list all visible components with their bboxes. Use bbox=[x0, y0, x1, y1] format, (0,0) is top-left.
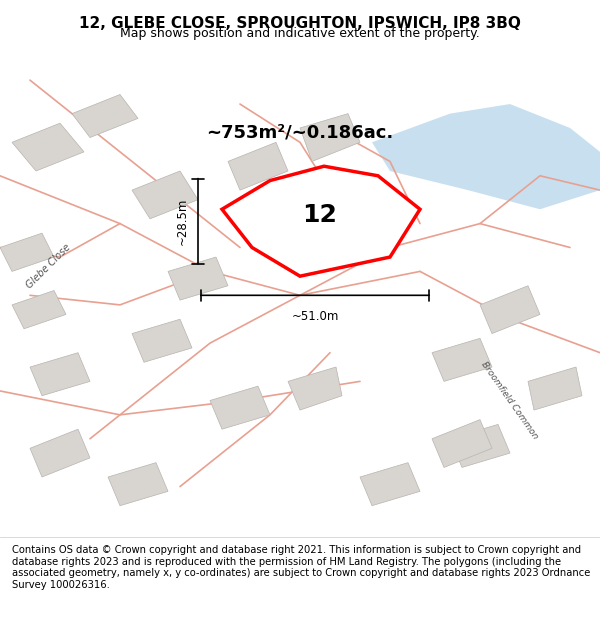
Polygon shape bbox=[0, 233, 54, 271]
Text: Broomfield Common: Broomfield Common bbox=[480, 360, 540, 441]
Text: Contains OS data © Crown copyright and database right 2021. This information is : Contains OS data © Crown copyright and d… bbox=[12, 545, 590, 590]
Text: 12, GLEBE CLOSE, SPROUGHTON, IPSWICH, IP8 3BQ: 12, GLEBE CLOSE, SPROUGHTON, IPSWICH, IP… bbox=[79, 16, 521, 31]
Polygon shape bbox=[168, 257, 228, 300]
Text: Glebe Close: Glebe Close bbox=[24, 242, 72, 291]
Polygon shape bbox=[12, 123, 84, 171]
Polygon shape bbox=[480, 286, 540, 334]
Polygon shape bbox=[300, 114, 360, 161]
Text: ~51.0m: ~51.0m bbox=[292, 309, 338, 322]
Polygon shape bbox=[132, 171, 198, 219]
Polygon shape bbox=[432, 338, 492, 381]
Polygon shape bbox=[288, 367, 342, 410]
Polygon shape bbox=[12, 291, 66, 329]
Polygon shape bbox=[30, 352, 90, 396]
Polygon shape bbox=[528, 367, 582, 410]
Polygon shape bbox=[132, 319, 192, 362]
Text: ~753m²/~0.186ac.: ~753m²/~0.186ac. bbox=[206, 124, 394, 142]
Polygon shape bbox=[372, 104, 600, 209]
Polygon shape bbox=[228, 142, 288, 190]
Polygon shape bbox=[72, 94, 138, 138]
Polygon shape bbox=[108, 462, 168, 506]
Polygon shape bbox=[432, 419, 492, 468]
Polygon shape bbox=[450, 424, 510, 468]
Polygon shape bbox=[30, 429, 90, 477]
Polygon shape bbox=[360, 462, 420, 506]
Text: Map shows position and indicative extent of the property.: Map shows position and indicative extent… bbox=[120, 28, 480, 41]
Polygon shape bbox=[222, 166, 420, 276]
Text: ~28.5m: ~28.5m bbox=[176, 198, 189, 245]
Text: 12: 12 bbox=[302, 203, 337, 228]
Polygon shape bbox=[210, 386, 270, 429]
